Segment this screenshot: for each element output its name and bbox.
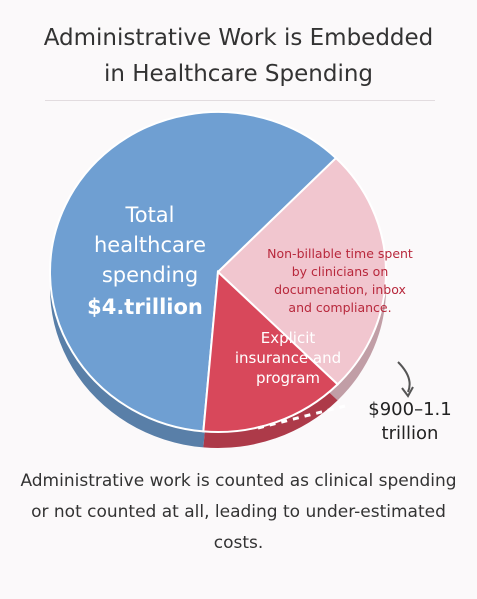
caption: Administrative work is counted as clinic… xyxy=(20,471,457,553)
slice xyxy=(49,111,338,433)
slice xyxy=(216,156,387,386)
arrow xyxy=(397,361,411,393)
slice-label: Non-billable time spent by clinicians on… xyxy=(267,246,413,315)
annotation: $4.trillion xyxy=(87,295,203,319)
slice-label: Explicit insurance and program xyxy=(234,329,342,387)
annotation: $900–1.1 trillion xyxy=(368,399,452,444)
divider xyxy=(45,100,435,101)
chart xyxy=(49,111,414,448)
slice xyxy=(202,269,340,433)
dash-line xyxy=(257,404,346,430)
arrow-head xyxy=(401,386,414,398)
chart-title: Administrative Work is Embedded in Healt… xyxy=(43,25,434,87)
slice-label: Total healthcare spending xyxy=(94,203,206,287)
